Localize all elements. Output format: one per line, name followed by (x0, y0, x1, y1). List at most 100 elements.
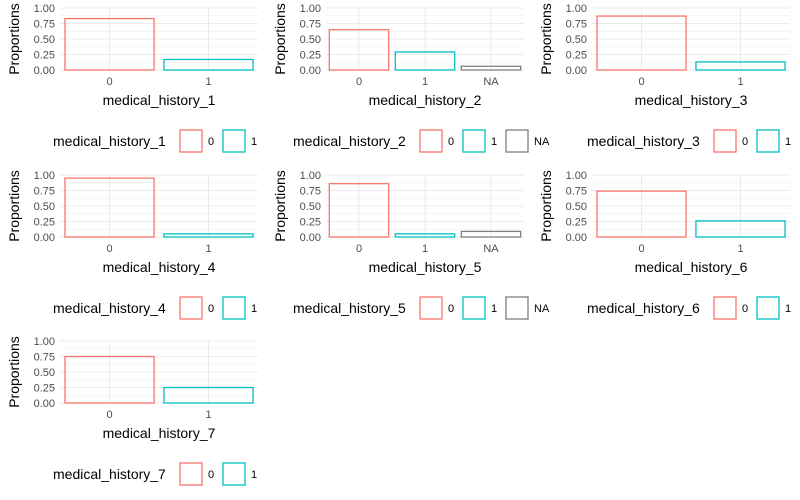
y-tick-label: 0.75 (34, 19, 55, 31)
legend-title: medical_history_2 (293, 133, 406, 149)
legend-label: 1 (251, 469, 257, 481)
legend: medical_history_5 0 1 NA (293, 296, 550, 320)
x-tick-label: 1 (422, 243, 428, 255)
y-tick-label: 0.25 (300, 50, 321, 62)
y-axis-title: Proportions (272, 3, 288, 75)
bar-1 (695, 61, 786, 71)
legend-title: medical_history_6 (587, 300, 700, 316)
y-tick-label: 1.00 (34, 170, 55, 182)
y-tick-label: 0.25 (34, 50, 55, 62)
x-tick-label: 0 (106, 243, 112, 255)
legend: medical_history_3 0 1 (587, 129, 791, 153)
legend: medical_history_2 0 1 NA (293, 129, 550, 153)
legend-label: NA (534, 303, 550, 315)
x-axis-title: medical_history_3 (635, 92, 748, 108)
legend-key-0 (419, 129, 443, 153)
panel-medical_history_5: 0.000.250.500.751.000 1 NAmedical_history_… (272, 170, 550, 320)
bar-1 (394, 51, 456, 71)
y-tick-label: 1.00 (300, 3, 321, 15)
y-axis-title: Proportions (538, 170, 554, 242)
y-tick-label: 0.50 (300, 34, 321, 46)
bar-0 (596, 190, 687, 238)
x-axis-title: medical_history_7 (103, 425, 216, 441)
legend-label: 1 (785, 136, 791, 148)
legend-title: medical_history_5 (293, 300, 406, 316)
bar-0 (596, 15, 687, 71)
bar-1 (163, 386, 254, 404)
y-tick-label: 0.00 (300, 232, 321, 244)
bar-1 (163, 233, 254, 238)
y-axis-title: Proportions (6, 170, 22, 242)
x-axis-title: medical_history_4 (103, 259, 216, 275)
legend-label: 1 (491, 303, 497, 315)
grid (592, 174, 790, 238)
x-tick-label: 0 (638, 243, 644, 255)
bar-0 (64, 177, 155, 238)
y-tick-label: 1.00 (34, 3, 55, 15)
bar-0 (328, 29, 390, 71)
y-tick-label: 0.75 (300, 19, 321, 31)
grid (60, 174, 258, 238)
legend-key-1 (756, 129, 780, 153)
legend-title: medical_history_4 (53, 300, 166, 316)
legend-key-1 (756, 296, 780, 320)
legend: medical_history_4 0 1 (53, 296, 257, 320)
y-tick-label: 0.00 (34, 65, 55, 77)
legend: medical_history_1 0 1 (53, 129, 257, 153)
x-tick-label: 1 (737, 243, 743, 255)
bar-1 (695, 220, 786, 238)
y-tick-label: 0.25 (34, 383, 55, 395)
legend-title: medical_history_3 (587, 133, 700, 149)
y-axis-title: Proportions (538, 3, 554, 75)
y-tick-label: 0.00 (566, 65, 587, 77)
legend-label: 0 (208, 303, 214, 315)
y-tick-label: 0.25 (566, 50, 587, 62)
y-tick-label: 0.50 (566, 201, 587, 213)
grid (592, 7, 790, 71)
y-tick-label: 1.00 (566, 3, 587, 15)
bar-0 (328, 183, 390, 238)
x-tick-label: 0 (638, 76, 644, 88)
legend-label: 0 (448, 136, 454, 148)
bar-1 (394, 233, 456, 238)
legend-key-NA (505, 129, 529, 153)
bar-NA (460, 65, 522, 71)
legend-title: medical_history_1 (53, 133, 166, 149)
grid (326, 7, 524, 71)
legend-label: 1 (251, 303, 257, 315)
panel-medical_history_4: 0.00 0.25 0.50 0.75 1.00 0 1 medical_history_4 P… (6, 170, 258, 320)
y-tick-label: 0.50 (34, 34, 55, 46)
legend-key-0 (419, 296, 443, 320)
legend-key-1 (222, 129, 246, 153)
y-tick-label: 1.00 (566, 170, 587, 182)
legend-key-NA (505, 296, 529, 320)
x-tick-label: 0 (356, 243, 362, 255)
x-axis-title: medical_history_5 (369, 259, 482, 275)
bar-0 (64, 355, 155, 404)
x-axis-title: medical_history_6 (635, 259, 748, 275)
x-tick-label: 1 (205, 76, 211, 88)
legend-key-1 (222, 462, 246, 486)
legend-key-0 (179, 296, 203, 320)
x-tick-label: 0 (106, 76, 112, 88)
y-tick-label: 0.75 (300, 186, 321, 198)
legend-label: 0 (208, 469, 214, 481)
y-tick-label: 0.00 (300, 65, 321, 77)
panel-medical_history_3: 0.00 0.25 0.50 0.75 1.00 0 1 medical_history_3 P… (538, 3, 791, 153)
panel-medical_history_7: 0.00 0.25 0.50 0.75 1.00 0 1 medical_history_7 P… (6, 336, 258, 486)
y-tick-label: 0.50 (300, 201, 321, 213)
legend-key-1 (462, 129, 486, 153)
x-tick-label: 1 (205, 409, 211, 421)
x-tick-label: NA (483, 76, 499, 88)
y-tick-label: 1.00 (34, 336, 55, 348)
legend: medical_history_7 0 1 (53, 462, 257, 486)
y-tick-label: 0.00 (34, 398, 55, 410)
x-tick-label: 0 (356, 76, 362, 88)
y-tick-label: 0.75 (566, 19, 587, 31)
y-axis-title: Proportions (272, 170, 288, 242)
legend-label: 0 (742, 303, 748, 315)
y-tick-label: 0.00 (34, 232, 55, 244)
grid (60, 340, 258, 404)
bar-1 (163, 58, 254, 71)
panel-medical_history_2: 0.000.250.500.751.000 1 NAmedical_history_… (272, 3, 550, 153)
